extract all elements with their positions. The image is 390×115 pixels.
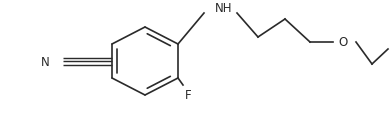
Text: NH: NH — [215, 3, 232, 15]
Text: O: O — [338, 36, 347, 49]
Text: N: N — [41, 55, 50, 68]
Text: F: F — [185, 88, 191, 101]
